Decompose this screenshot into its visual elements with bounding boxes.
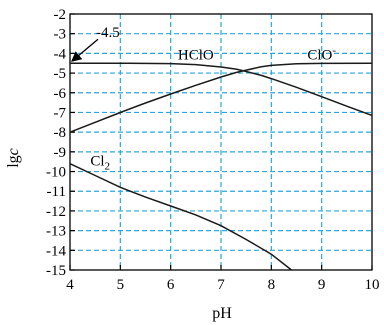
y-tick-label: -9 <box>54 145 67 161</box>
y-tick-label: -11 <box>47 184 66 200</box>
x-tick-label: 5 <box>117 277 125 293</box>
y-tick-label: -15 <box>46 263 66 279</box>
y-tick-label: -4 <box>54 46 67 62</box>
y-tick-label: -3 <box>54 27 67 43</box>
series-label-superscript: - <box>332 44 336 56</box>
y-tick-label: -10 <box>46 165 66 181</box>
labels: -4.5 HClO ClO- Cl2 <box>71 25 336 173</box>
series-label-text: Cl <box>90 154 104 170</box>
series-label-text: ClO <box>307 47 332 63</box>
x-axis-title: pH <box>212 305 232 322</box>
series-label: HClO <box>178 47 214 63</box>
y-tick-label: -7 <box>54 105 67 121</box>
y-axis-title-variable: c <box>5 148 22 155</box>
x-tick-label: 9 <box>318 277 326 293</box>
y-tick-label: -14 <box>46 243 66 259</box>
y-tick-label: -8 <box>54 125 67 141</box>
x-tick-label: 6 <box>167 277 175 293</box>
series-label-text: HClO <box>178 47 214 63</box>
y-tick-label: -13 <box>46 224 66 240</box>
x-tick-label: 8 <box>268 277 276 293</box>
series-line-3 <box>69 163 292 271</box>
series-label-subscript: 2 <box>105 161 111 173</box>
x-tick-label: 7 <box>217 277 225 293</box>
grid <box>70 14 372 270</box>
annotation-label: -4.5 <box>96 25 120 41</box>
axes: -2-3-4-5-6-7-8-9-10-11-12-13-14-154 5 6 7 8 9… <box>46 7 380 293</box>
y-tick-label: -6 <box>54 86 67 102</box>
series-lines <box>69 62 373 271</box>
series-label: Cl2 <box>90 154 110 173</box>
y-axis-title: lgc <box>5 148 22 168</box>
y-tick-label: -5 <box>54 66 67 82</box>
x-tick-label: 4 <box>66 277 74 293</box>
series-line-1 <box>70 62 373 117</box>
y-tick-label: -2 <box>54 7 67 23</box>
annotation-arrow <box>71 38 99 62</box>
y-tick-label: -12 <box>46 204 66 220</box>
x-tick-label: 10 <box>365 277 380 293</box>
y-axis-title-prefix: lg <box>5 155 22 167</box>
series-label: ClO- <box>307 44 336 63</box>
series-line-2 <box>69 62 373 133</box>
